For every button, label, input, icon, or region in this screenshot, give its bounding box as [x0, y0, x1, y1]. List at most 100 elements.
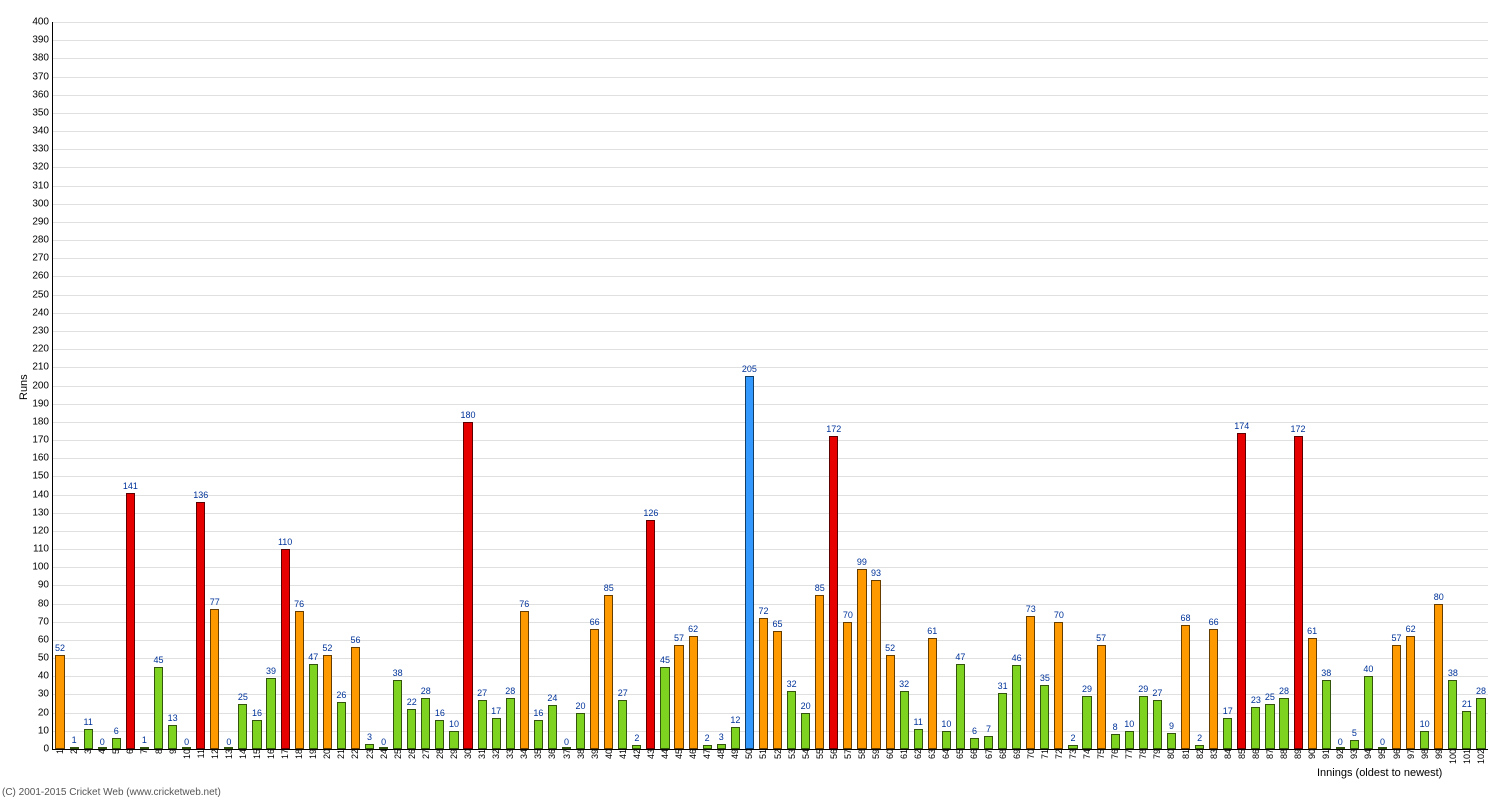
- bar: [829, 436, 838, 749]
- xtick-label: 65: [953, 749, 967, 759]
- bar-value-label: 39: [266, 666, 276, 676]
- xtick-label: 16: [264, 749, 278, 759]
- bar: [309, 664, 318, 749]
- bar-value-label: 57: [1392, 633, 1402, 643]
- innings-runs-chart: 0102030405060708090100110120130140150160…: [0, 0, 1500, 800]
- xtick-label: 96: [1390, 749, 1404, 759]
- bar: [998, 693, 1007, 749]
- bar-value-label: 1: [142, 735, 147, 745]
- bar-value-label: 52: [322, 643, 332, 653]
- bar: [112, 738, 121, 749]
- xtick-label: 13: [222, 749, 236, 759]
- bar-value-label: 77: [210, 597, 220, 607]
- bar: [1406, 636, 1415, 749]
- bar-value-label: 72: [758, 606, 768, 616]
- gridline: [53, 258, 1488, 259]
- bar-value-label: 73: [1026, 604, 1036, 614]
- xtick-label: 34: [517, 749, 531, 759]
- xtick-label: 67: [982, 749, 996, 759]
- xtick-label: 73: [1066, 749, 1080, 759]
- xtick-label: 20: [320, 749, 334, 759]
- bar-value-label: 172: [1291, 424, 1306, 434]
- xtick-label: 95: [1375, 749, 1389, 759]
- xtick-label: 70: [1024, 749, 1038, 759]
- bar-value-label: 23: [1251, 695, 1261, 705]
- bar-value-label: 65: [773, 619, 783, 629]
- bar-value-label: 0: [184, 737, 189, 747]
- gridline: [53, 276, 1488, 277]
- gridline: [53, 640, 1488, 641]
- xtick-label: 89: [1291, 749, 1305, 759]
- bar: [618, 700, 627, 749]
- xtick-label: 54: [799, 749, 813, 759]
- xtick-label: 93: [1347, 749, 1361, 759]
- xtick-label: 29: [447, 749, 461, 759]
- gridline: [53, 313, 1488, 314]
- ytick-label: 60: [38, 634, 53, 645]
- bar-value-label: 10: [941, 719, 951, 729]
- bar-value-label: 76: [519, 599, 529, 609]
- ytick-label: 100: [32, 562, 53, 573]
- xtick-label: 35: [531, 749, 545, 759]
- bar: [238, 704, 247, 749]
- xtick-label: 51: [756, 749, 770, 759]
- bar: [449, 731, 458, 749]
- bar: [1054, 622, 1063, 749]
- bar: [1153, 700, 1162, 749]
- gridline: [53, 240, 1488, 241]
- bar-value-label: 180: [461, 410, 476, 420]
- xtick-label: 100: [1446, 749, 1460, 764]
- bar-value-label: 52: [885, 643, 895, 653]
- xtick-label: 52: [771, 749, 785, 759]
- gridline: [53, 495, 1488, 496]
- bar: [1420, 731, 1429, 749]
- bar-value-label: 6: [114, 726, 119, 736]
- bar: [55, 655, 64, 750]
- xtick-label: 9: [166, 749, 180, 754]
- gridline: [53, 22, 1488, 23]
- xtick-label: 83: [1207, 749, 1221, 759]
- xtick-label: 46: [686, 749, 700, 759]
- bar: [534, 720, 543, 749]
- xtick-label: 74: [1080, 749, 1094, 759]
- gridline: [53, 204, 1488, 205]
- xtick-label: 36: [545, 749, 559, 759]
- bar-value-label: 62: [1406, 624, 1416, 634]
- xtick-label: 79: [1150, 749, 1164, 759]
- xtick-label: 102: [1474, 749, 1488, 764]
- bar-value-label: 0: [226, 737, 231, 747]
- bar: [956, 664, 965, 749]
- ytick-label: 330: [32, 144, 53, 155]
- bar-value-label: 11: [83, 717, 92, 727]
- bar-value-label: 32: [787, 679, 797, 689]
- xtick-label: 71: [1038, 749, 1052, 759]
- xtick-label: 82: [1193, 749, 1207, 759]
- bar-value-label: 47: [955, 652, 965, 662]
- xtick-label: 21: [334, 749, 348, 759]
- xtick-label: 58: [855, 749, 869, 759]
- bar-value-label: 13: [168, 713, 178, 723]
- bar: [787, 691, 796, 749]
- gridline: [53, 585, 1488, 586]
- xtick-label: 19: [306, 749, 320, 759]
- xtick-label: 40: [602, 749, 616, 759]
- xtick-label: 5: [109, 749, 123, 754]
- bar: [1294, 436, 1303, 749]
- bar-value-label: 66: [590, 617, 600, 627]
- xtick-label: 42: [630, 749, 644, 759]
- gridline: [53, 367, 1488, 368]
- xtick-label: 86: [1249, 749, 1263, 759]
- ytick-label: 280: [32, 235, 53, 246]
- bar-value-label: 70: [843, 610, 853, 620]
- ytick-label: 120: [32, 525, 53, 536]
- xtick-label: 75: [1094, 749, 1108, 759]
- ytick-label: 30: [38, 689, 53, 700]
- xtick-label: 1: [53, 749, 67, 754]
- gridline: [53, 40, 1488, 41]
- bar: [731, 727, 740, 749]
- xtick-label: 61: [897, 749, 911, 759]
- bar-value-label: 20: [576, 701, 586, 711]
- gridline: [53, 458, 1488, 459]
- bar: [1237, 433, 1246, 749]
- bar-value-label: 6: [972, 726, 977, 736]
